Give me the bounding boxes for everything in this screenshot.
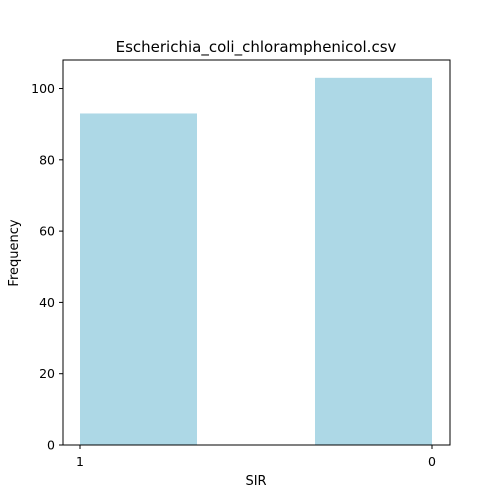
x-tick-label-1: 1 (76, 454, 84, 469)
y-axis-label: Frequency (7, 219, 22, 286)
y-tick-label-80: 80 (39, 152, 55, 167)
bar-1 (80, 113, 197, 445)
x-tick-label-0: 0 (428, 454, 436, 469)
y-tick-label-60: 60 (39, 224, 55, 239)
plot-frame (62, 59, 451, 446)
y-tick-label-40: 40 (39, 295, 55, 310)
y-tick-label-0: 0 (47, 438, 55, 453)
y-tick-label-20: 20 (39, 366, 55, 381)
chart-title: Escherichia_coli_chloramphenicol.csv (116, 38, 397, 57)
y-axis-ticks: 0 20 40 60 80 100 (31, 81, 63, 453)
y-tick-label-100: 100 (31, 81, 55, 96)
bars-layer (80, 77, 432, 446)
bar-0 (315, 77, 432, 446)
x-axis-label: SIR (245, 474, 266, 489)
